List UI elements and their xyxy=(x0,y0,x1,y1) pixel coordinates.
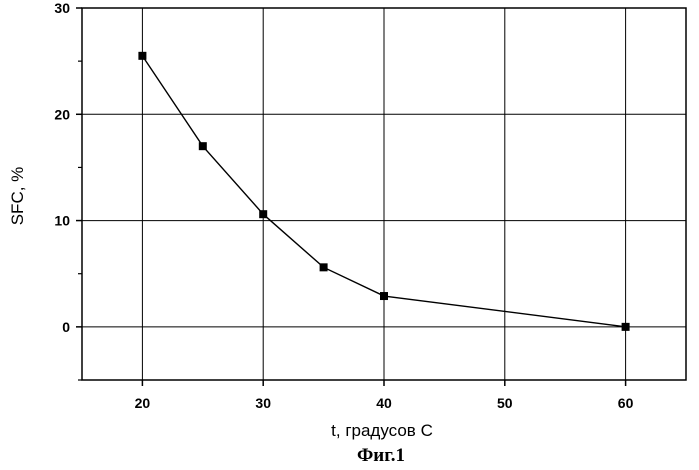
series-line xyxy=(141,55,626,328)
data-point xyxy=(621,322,630,331)
figure-caption: Фиг.1 xyxy=(357,445,405,466)
series xyxy=(138,51,630,331)
data-point xyxy=(380,292,388,301)
y-tick-label: 30 xyxy=(54,0,70,16)
data-point xyxy=(259,210,268,219)
x-tick-label: 60 xyxy=(618,395,634,411)
data-point xyxy=(138,51,147,60)
x-tick-label: 20 xyxy=(135,395,151,411)
axis-ticks xyxy=(76,7,627,386)
y-tick-label: 20 xyxy=(54,106,70,122)
y-axis-title: SFC, % xyxy=(8,167,27,226)
y-tick-label: 10 xyxy=(54,213,70,229)
tick-labels: 20 30 40 50 60 0 10 20 30 xyxy=(54,0,633,411)
data-point xyxy=(319,263,328,272)
x-tick-label: 40 xyxy=(376,395,392,411)
grid xyxy=(82,7,686,380)
x-tick-label: 50 xyxy=(497,395,513,411)
y-tick-label: 0 xyxy=(62,319,70,335)
x-tick-label: 30 xyxy=(255,395,271,411)
x-axis-title: t, градусов С xyxy=(331,421,433,440)
data-point xyxy=(198,142,207,151)
